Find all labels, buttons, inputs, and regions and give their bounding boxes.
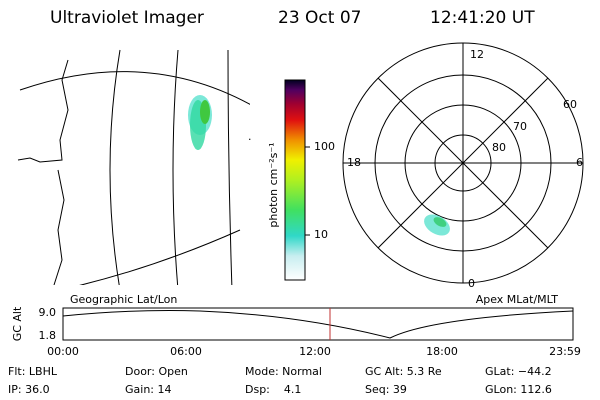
mlt-label: 12	[470, 48, 484, 61]
field: Dsp: 4.1	[245, 383, 301, 396]
lon-line	[109, 49, 121, 285]
lon-line	[172, 49, 179, 285]
aurora	[433, 217, 447, 227]
alt-plot-frame	[62, 307, 574, 341]
field: GC Alt: 5.3 Re	[365, 365, 442, 378]
colorbar-label: photon cm⁻²s⁻¹	[267, 142, 280, 227]
lat-label: 80	[492, 141, 506, 154]
field: Gain: 14	[125, 383, 172, 396]
alt-curve	[62, 310, 574, 339]
alt-y-tick: 1.8	[39, 329, 57, 342]
mlt-label: 6	[576, 156, 583, 169]
mlt-label: 18	[347, 156, 361, 169]
time: 12:41:20 UT	[430, 8, 535, 28]
lat-line	[79, 229, 241, 285]
alt-x-tick: 12:00	[299, 345, 331, 358]
alt-x-tick: 18:00	[426, 345, 458, 358]
alt-x-tick: 00:00	[47, 345, 79, 358]
spoke	[377, 77, 549, 249]
mark: ·	[248, 133, 252, 146]
map-panel	[17, 49, 250, 285]
mlt-label: 0	[468, 277, 475, 290]
field: GLat: −44.2	[485, 365, 552, 378]
colorbar-tick-label: 100	[314, 140, 335, 153]
alt-y-tick: 9.0	[39, 306, 57, 319]
lat-label: 70	[513, 120, 527, 133]
alt-axis-label: GC Alt	[11, 306, 24, 341]
alt-x-tick: 23:59	[549, 345, 581, 358]
field: GLon: 112.6	[485, 383, 552, 396]
lon-line	[227, 49, 233, 285]
field: Door: Open	[125, 365, 188, 378]
polar-panel: 12 6 0 18 60 70 80	[342, 42, 584, 290]
aurora	[200, 100, 210, 124]
date: 23 Oct 07	[278, 8, 361, 28]
field: Flt: LBHL	[8, 365, 58, 378]
map-label: Geographic Lat/Lon	[70, 293, 177, 306]
field: IP: 36.0	[8, 383, 50, 396]
colorbar	[284, 79, 306, 281]
field: Seq: 39	[365, 383, 407, 396]
colorbar-tick-label: 10	[314, 228, 328, 241]
title: Ultraviolet Imager	[50, 8, 204, 28]
footer: Flt: LBHL Door: Open Mode: Normal GC Alt…	[8, 365, 552, 396]
map-label: Apex MLat/MLT	[476, 293, 559, 306]
lat-label: 60	[563, 98, 577, 111]
coastline	[17, 59, 69, 285]
lat-line	[19, 71, 250, 105]
field: Mode: Normal	[245, 365, 322, 378]
alt-x-tick: 06:00	[170, 345, 202, 358]
